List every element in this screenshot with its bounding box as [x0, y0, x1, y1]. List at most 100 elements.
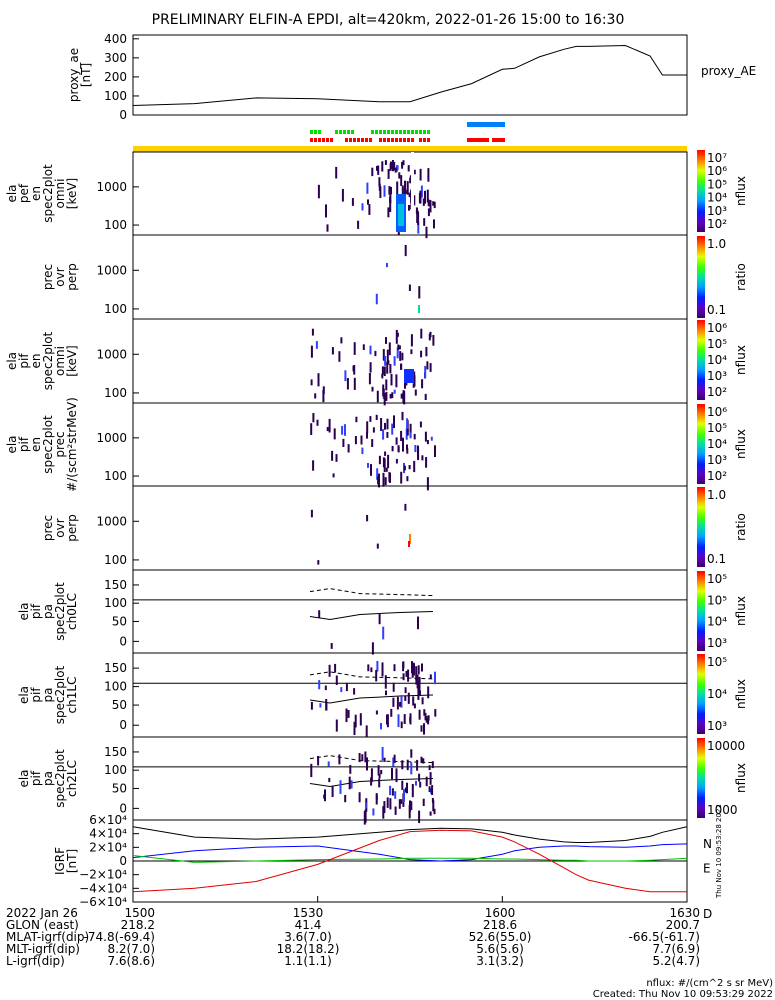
- colorbar-tick-label: 10³: [707, 719, 727, 733]
- heatmap-tick-label: 1000: [96, 263, 127, 277]
- data-gap: [411, 152, 414, 235]
- science-zone-mark-green: [383, 130, 386, 134]
- status-bar-yellow: [133, 146, 687, 152]
- science-zone-mark-green: [391, 130, 394, 134]
- heatmap-cell: [383, 393, 386, 406]
- heatmap-cell: [380, 770, 383, 775]
- loss-cone-dashed: [309, 588, 434, 597]
- heatmap-cell: [428, 765, 431, 771]
- heatmap-cell: [382, 472, 385, 487]
- colorbar-tick-label: 10³: [707, 369, 727, 383]
- igrf-legend-E: E: [703, 861, 711, 875]
- heatmap-cell: [411, 784, 414, 798]
- heatmap-cell: [382, 457, 385, 468]
- colorbar-tick-label: 10⁴: [707, 615, 727, 629]
- heatmap-ylabel: pa: [41, 688, 55, 703]
- igrf-legend-N: N: [703, 837, 712, 851]
- loss-cone-solid: [309, 610, 434, 620]
- heatmap-cell: [426, 189, 429, 203]
- heatmap-tick-label: 0: [119, 801, 127, 815]
- colorbar-tick-label: 10²: [707, 217, 727, 231]
- heatmap-cell: [433, 808, 436, 815]
- heatmap-cell: [328, 777, 331, 783]
- heatmap-cell: [371, 386, 374, 392]
- heatmap-cell: [398, 799, 401, 809]
- heatmap-cell: [432, 335, 435, 346]
- heatmap-ylabel: ela: [5, 435, 19, 453]
- science-zone-mark-green: [351, 130, 354, 134]
- science-zone-mark-green: [411, 130, 414, 134]
- heatmap-ylabel: spec2plot: [41, 331, 55, 390]
- heatmap-cell: [366, 182, 369, 194]
- heatmap-ylabel: spec2plot: [41, 415, 55, 474]
- heatmap-cell: [347, 710, 350, 718]
- heatmap-ylabel: prec: [41, 264, 55, 290]
- heatmap-cell: [394, 167, 397, 173]
- heatmap-cell: [331, 785, 334, 797]
- heatmap-cell: [322, 386, 325, 395]
- heatmap-cell: [345, 708, 348, 723]
- heatmap-cell: [432, 201, 435, 206]
- heatmap-cell: [400, 721, 403, 729]
- heatmap-cell: [404, 687, 407, 694]
- heatmap-cell: [348, 776, 351, 790]
- time-axis-value: 1600: [485, 906, 516, 920]
- heatmap-cell: [341, 426, 344, 435]
- heatmap-cell: [423, 218, 426, 226]
- heatmap-cell: [341, 188, 344, 202]
- heatmap-cell: [403, 465, 406, 471]
- heatmap-cell: [316, 419, 319, 426]
- igrf-tick-label: 4×10⁴: [89, 827, 127, 841]
- heatmap-cell: [413, 375, 416, 387]
- heatmap-cell: [386, 349, 389, 363]
- heatmap-cell: [367, 664, 370, 672]
- colorbar-tick-label: 10⁵: [707, 655, 727, 669]
- science-zone-mark-red: [314, 138, 317, 142]
- colorbar-tick-label: 10⁵: [707, 177, 727, 191]
- heatmap-cell: [429, 811, 432, 816]
- science-zone-mark-green: [395, 130, 398, 134]
- heatmap-cell: [391, 768, 393, 780]
- heatmap-cell: [375, 414, 378, 420]
- figure-title: PRELIMINARY ELFIN-A EPDI, alt=420km, 202…: [152, 12, 625, 28]
- heatmap-cell: [423, 709, 426, 716]
- science-zone-mark-red: [383, 138, 386, 142]
- heatmap-cell: [393, 664, 396, 672]
- heatmap-cell: [402, 661, 405, 669]
- heatmap-cell: [317, 373, 320, 387]
- heatmap-cell: [382, 806, 385, 819]
- heatmap-cell: [433, 201, 436, 209]
- heatmap-tick-label: 100: [104, 763, 127, 777]
- heatmap-cell: [364, 751, 367, 763]
- colorbar-tick-label: 10⁶: [707, 164, 727, 178]
- heatmap-cell: [413, 169, 416, 175]
- heatmap-cell: [420, 185, 423, 198]
- heatmap-ylabel: en: [29, 354, 43, 369]
- heatmap-cell: [413, 195, 416, 206]
- heatmap-cell: [428, 786, 431, 792]
- time-axis-row-name: MLAT-igrf(dip): [6, 930, 89, 944]
- heatmap-ylabel: [keV]: [65, 345, 79, 376]
- proxy-ae-ylabel: [nT]: [79, 63, 93, 87]
- heatmap-cell: [406, 759, 409, 771]
- heatmap-cell: [357, 220, 360, 229]
- colorbar-label: nflux: [734, 345, 748, 375]
- heatmap-cell: [360, 435, 363, 445]
- heatmap-cell: [406, 181, 409, 195]
- heatmap-cell: [418, 681, 421, 694]
- heatmap-cell: [358, 753, 361, 763]
- heatmap-cell: [395, 458, 398, 464]
- heatmap-cell: [408, 465, 411, 470]
- heatmap-cell: [410, 801, 413, 811]
- heatmap-cell: [429, 772, 432, 785]
- heatmap-cell: [418, 709, 421, 720]
- time-axis-value: -74.8(-69.4): [84, 930, 155, 944]
- heatmap-cell: [331, 450, 334, 461]
- heatmap-ylabel: ela: [17, 602, 31, 620]
- heatmap-cell: [424, 365, 427, 379]
- time-axis-value: 1630: [669, 906, 700, 920]
- heatmap-cell: [415, 666, 418, 681]
- heatmap-cell: [392, 160, 394, 172]
- heatmap-cell: [376, 166, 378, 171]
- heatmap-cell: [406, 418, 409, 431]
